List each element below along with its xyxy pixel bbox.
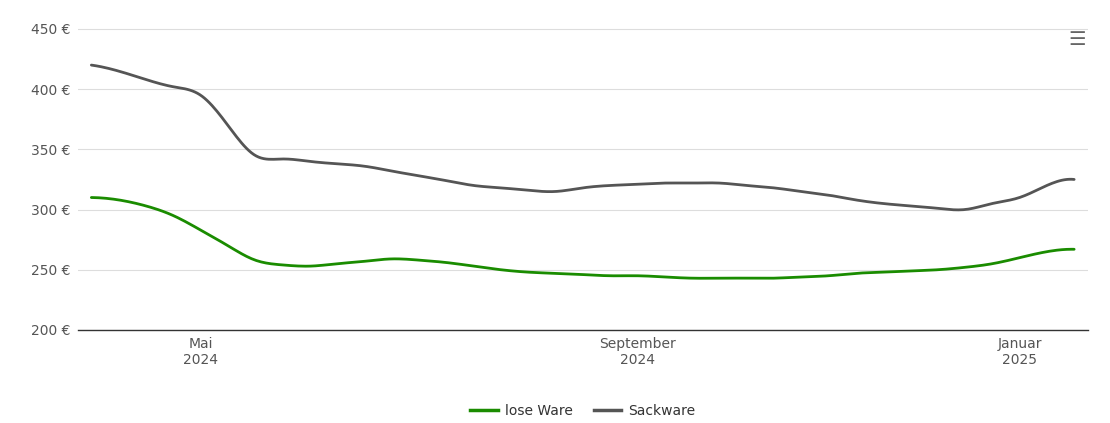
Text: ☰: ☰ xyxy=(1068,30,1086,49)
Legend: lose Ware, Sackware: lose Ware, Sackware xyxy=(465,398,700,423)
